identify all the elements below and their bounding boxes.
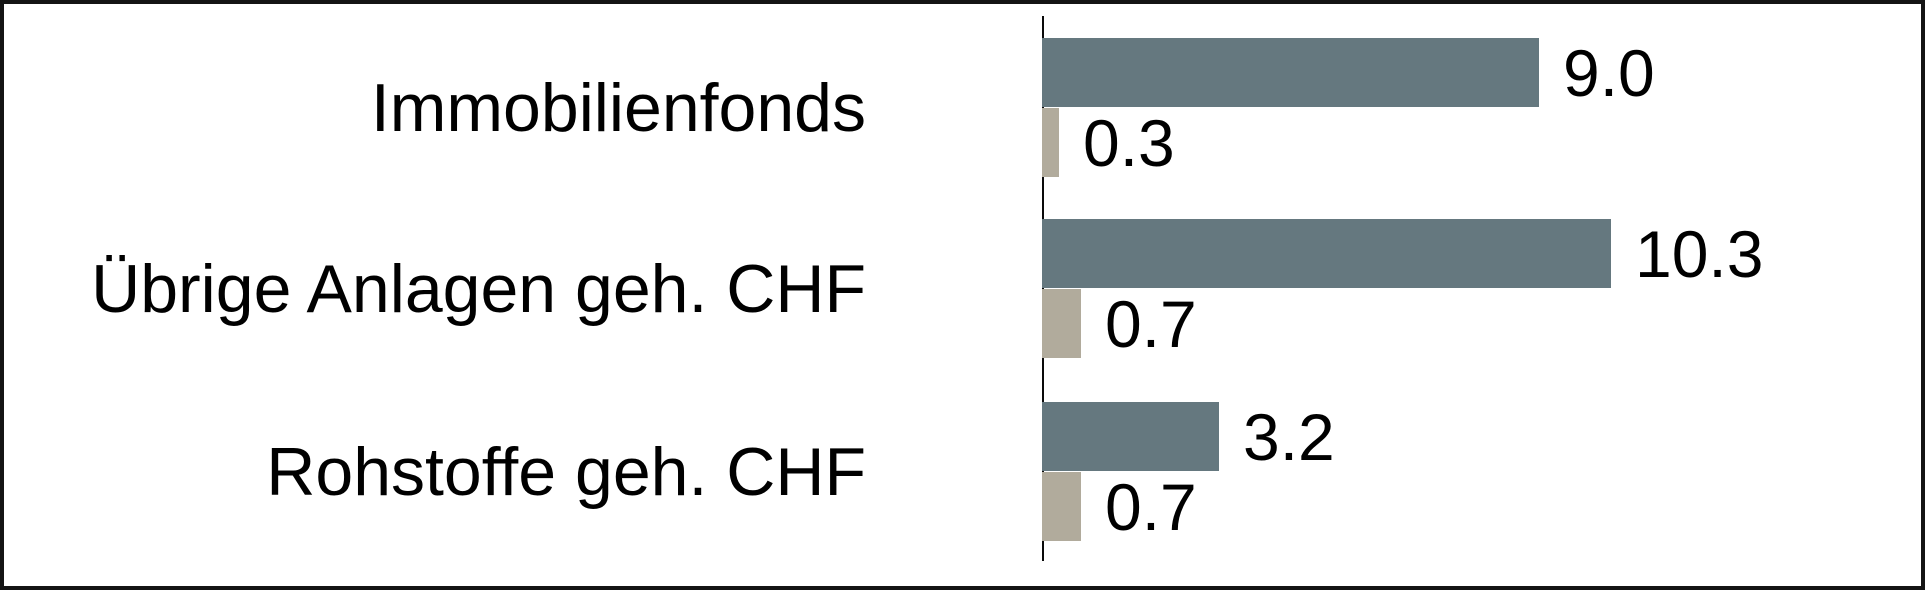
bar-primary [1042,38,1539,107]
bar-secondary [1042,472,1081,541]
category-label: Immobilienfonds [370,69,866,146]
bar-secondary [1042,289,1081,358]
bar-primary [1042,219,1611,288]
value-label-primary: 10.3 [1635,216,1764,291]
y-axis-line [1042,16,1044,561]
category-label: Rohstoffe geh. CHF [266,433,866,510]
value-label-primary: 9.0 [1563,35,1655,110]
value-label-secondary: 0.3 [1083,105,1175,180]
grouped-bar-chart: Immobilienfonds 9.0 0.3 Übrige Anlagen geh.… [4,4,1921,586]
value-label-secondary: 0.7 [1105,469,1197,544]
bar-primary [1042,402,1219,471]
value-label-primary: 3.2 [1243,399,1335,474]
bar-secondary [1042,108,1059,177]
value-label-secondary: 0.7 [1105,286,1197,361]
category-label: Übrige Anlagen geh. CHF [91,250,866,327]
